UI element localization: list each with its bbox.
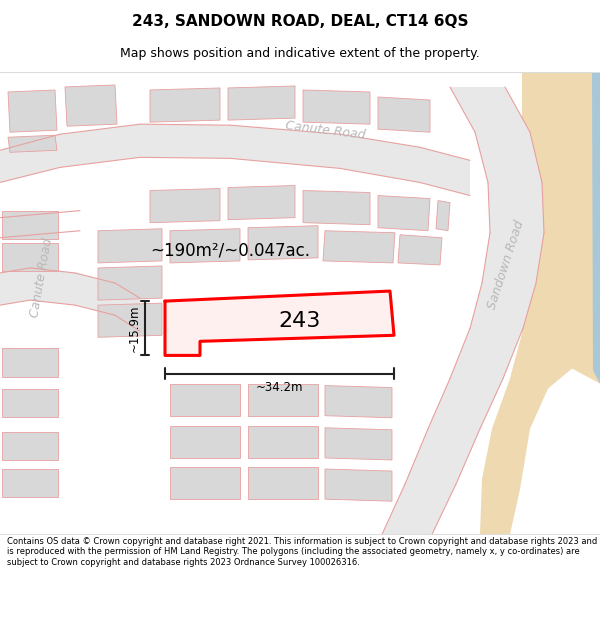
Polygon shape xyxy=(170,384,240,416)
Polygon shape xyxy=(303,191,370,225)
Text: ~15.9m: ~15.9m xyxy=(128,304,140,352)
Polygon shape xyxy=(325,469,392,501)
Polygon shape xyxy=(65,85,117,126)
Polygon shape xyxy=(170,467,240,499)
Polygon shape xyxy=(378,97,430,132)
Polygon shape xyxy=(2,211,58,239)
Polygon shape xyxy=(228,86,295,120)
Polygon shape xyxy=(480,72,600,534)
Polygon shape xyxy=(248,226,318,260)
Polygon shape xyxy=(0,268,140,331)
Text: 243, SANDOWN ROAD, DEAL, CT14 6QS: 243, SANDOWN ROAD, DEAL, CT14 6QS xyxy=(132,14,468,29)
Polygon shape xyxy=(378,196,430,231)
Polygon shape xyxy=(98,229,162,263)
Polygon shape xyxy=(2,469,58,497)
Polygon shape xyxy=(8,90,57,132)
Text: ~34.2m: ~34.2m xyxy=(256,381,303,394)
Text: ~190m²/~0.047ac.: ~190m²/~0.047ac. xyxy=(150,242,310,260)
Text: Canute Road: Canute Road xyxy=(29,238,55,319)
Polygon shape xyxy=(2,389,58,417)
Polygon shape xyxy=(436,201,450,231)
Text: Map shows position and indicative extent of the property.: Map shows position and indicative extent… xyxy=(120,48,480,61)
Polygon shape xyxy=(150,88,220,122)
Text: Contains OS data © Crown copyright and database right 2021. This information is : Contains OS data © Crown copyright and d… xyxy=(7,537,598,567)
Polygon shape xyxy=(98,266,162,300)
Polygon shape xyxy=(323,231,395,263)
Polygon shape xyxy=(8,135,57,152)
Polygon shape xyxy=(2,242,58,271)
Text: 243: 243 xyxy=(279,311,321,331)
Text: Canute Road: Canute Road xyxy=(284,119,366,141)
Text: Sandown Road: Sandown Road xyxy=(485,219,527,311)
Polygon shape xyxy=(592,72,600,384)
Polygon shape xyxy=(165,291,394,356)
Polygon shape xyxy=(325,386,392,418)
Polygon shape xyxy=(2,348,58,376)
Polygon shape xyxy=(248,426,318,458)
Polygon shape xyxy=(398,235,442,265)
Polygon shape xyxy=(325,428,392,460)
Polygon shape xyxy=(228,186,295,219)
Polygon shape xyxy=(248,467,318,499)
Polygon shape xyxy=(170,426,240,458)
Polygon shape xyxy=(98,303,162,338)
Polygon shape xyxy=(2,432,58,460)
Polygon shape xyxy=(0,124,470,196)
Polygon shape xyxy=(382,87,544,534)
Polygon shape xyxy=(248,384,318,416)
Polygon shape xyxy=(170,229,240,263)
Polygon shape xyxy=(303,90,370,124)
Polygon shape xyxy=(150,189,220,222)
